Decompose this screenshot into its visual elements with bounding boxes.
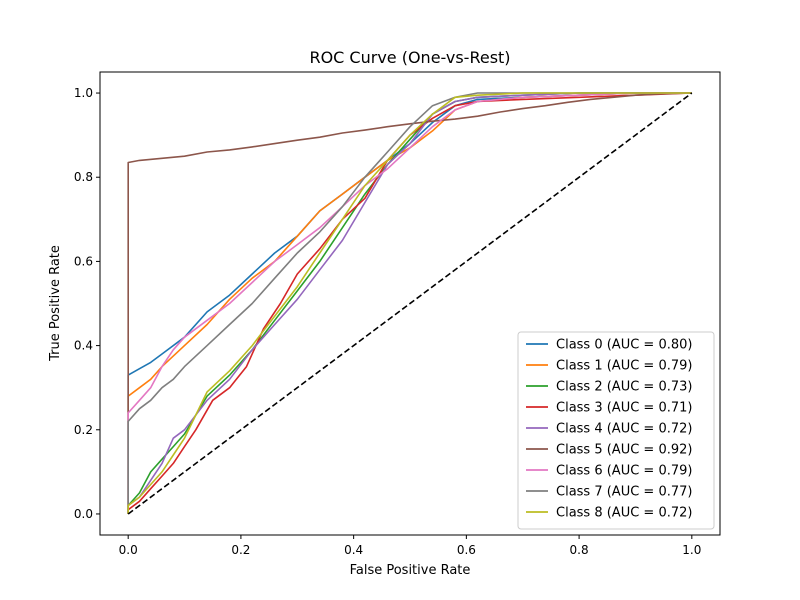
legend-label-class-4: Class 4 (AUC = 0.72)	[556, 422, 692, 437]
chart-title: ROC Curve (One-vs-Rest)	[309, 48, 510, 67]
legend-box	[517, 331, 715, 530]
legend-label-class-2: Class 2 (AUC = 0.73)	[556, 380, 692, 395]
legend-label-class-6: Class 6 (AUC = 0.79)	[556, 464, 692, 479]
x-tick-label: 0.6	[457, 543, 476, 557]
x-tick-label: 0.2	[231, 543, 250, 557]
legend-label-class-3: Class 3 (AUC = 0.71)	[556, 401, 692, 416]
x-axis-ticks: 0.0 0.2 0.4 0.6 0.8 1.0	[119, 535, 701, 557]
x-tick-label: 1.0	[682, 543, 701, 557]
legend: Class 0 (AUC = 0.80) Class 1 (AUC = 0.79)…	[517, 331, 715, 530]
y-tick-label: 0.4	[74, 339, 93, 353]
series-line-class-7	[127, 92, 692, 514]
y-tick-label: 0.2	[74, 423, 93, 437]
x-axis-label: False Positive Rate	[350, 563, 471, 578]
x-tick-label: 0.8	[570, 543, 589, 557]
legend-label-class-7: Class 7 (AUC = 0.77)	[556, 485, 692, 500]
legend-label-class-1: Class 1 (AUC = 0.79)	[556, 359, 692, 374]
series-line-class-4	[127, 92, 692, 514]
x-tick-label: 0.0	[119, 543, 138, 557]
legend-label-class-0: Class 0 (AUC = 0.80)	[556, 338, 692, 353]
series-line-class-8	[127, 92, 692, 514]
y-tick-label: 0.8	[74, 170, 93, 184]
reference-diagonal-line	[127, 92, 693, 515]
series-line-class-5	[127, 92, 692, 514]
plot-lines	[127, 92, 693, 515]
plot-frame	[99, 71, 721, 536]
legend-label-class-8: Class 8 (AUC = 0.72)	[556, 506, 692, 521]
y-tick-label: 1.0	[74, 86, 93, 100]
legend-label-class-5: Class 5 (AUC = 0.92)	[556, 443, 692, 458]
y-tick-label: 0.6	[74, 254, 93, 268]
series-line-class-6	[127, 92, 692, 514]
x-tick-label: 0.4	[344, 543, 363, 557]
y-axis-label: True Positive Rate	[48, 245, 63, 362]
y-tick-label: 0.0	[74, 507, 93, 521]
y-axis-ticks: 0.0 0.2 0.4 0.6 0.8 1.0	[74, 86, 100, 521]
